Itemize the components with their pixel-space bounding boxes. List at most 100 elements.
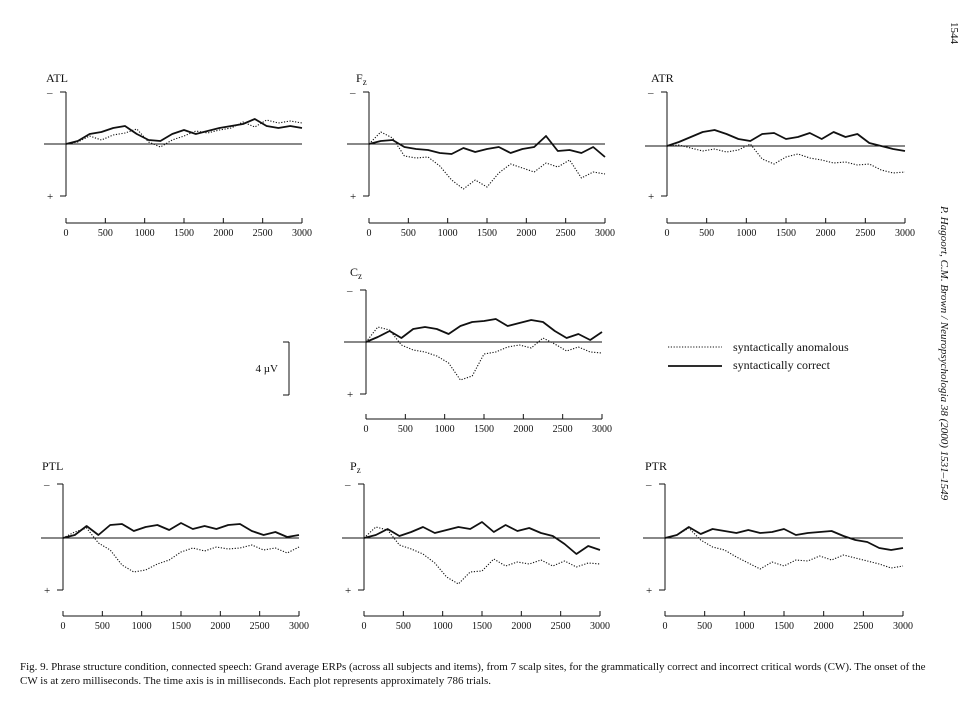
time-tick-label: 2000 — [213, 228, 233, 239]
time-tick-label: 500 — [98, 228, 113, 239]
series-line-anomalous — [363, 526, 601, 585]
time-tick-label: 1000 — [736, 228, 756, 239]
time-tick-label: 2000 — [511, 621, 531, 632]
time-tick-label: 0 — [665, 228, 670, 239]
time-tick-label: 2500 — [250, 621, 270, 632]
time-tick-label: 1000 — [435, 424, 455, 435]
time-tick-label: 2000 — [814, 621, 834, 632]
time-tick-label: 3000 — [289, 621, 309, 632]
time-tick-label: 500 — [697, 621, 712, 632]
time-tick-label: 1000 — [734, 621, 754, 632]
time-tick-label: 2500 — [253, 228, 273, 239]
time-tick-label: 0 — [64, 228, 69, 239]
series-line-correct — [368, 135, 606, 158]
time-tick-label: 500 — [401, 228, 416, 239]
time-tick-label: 1000 — [135, 228, 155, 239]
polarity-plus-label: + — [350, 191, 356, 203]
time-tick-label: 1500 — [477, 228, 497, 239]
series-line-anomalous — [666, 143, 906, 174]
time-tick-label: 1500 — [774, 621, 794, 632]
polarity-plus-label: + — [646, 585, 652, 597]
series-line-correct — [664, 526, 904, 551]
panel-title: PTL — [42, 459, 63, 473]
panel-title: ATR — [651, 71, 674, 85]
time-tick-label: 1000 — [132, 621, 152, 632]
polarity-plus-label: + — [44, 585, 50, 597]
scale-bar: 4 µV — [255, 341, 290, 396]
time-tick-label: 3000 — [895, 228, 915, 239]
figure-caption: Fig. 9. Phrase structure condition, conn… — [20, 661, 926, 687]
time-tick-label: 1000 — [438, 228, 458, 239]
polarity-minus-label: – — [645, 479, 652, 491]
time-tick-label: 3000 — [592, 424, 612, 435]
polarity-plus-label: + — [345, 585, 351, 597]
polarity-minus-label: – — [43, 479, 50, 491]
series-line-anomalous — [62, 527, 300, 573]
time-tick-label: 2500 — [553, 424, 573, 435]
time-tick-label: 1500 — [776, 228, 796, 239]
polarity-minus-label: – — [46, 87, 53, 99]
legend-label-anomalous: syntactically anomalous — [733, 340, 849, 354]
time-tick-label: 3000 — [292, 228, 312, 239]
scale-bar-label: 4 µV — [255, 363, 278, 375]
time-tick-label: 2500 — [551, 621, 571, 632]
series-line-anomalous — [365, 326, 603, 381]
time-tick-label: 2000 — [210, 621, 230, 632]
time-tick-label: 0 — [364, 424, 369, 435]
erp-panel-ptr: PTR – +0 500 1000 1500 2000 2500 3000 — [643, 459, 913, 632]
legend-label-correct: syntactically correct — [733, 358, 831, 372]
series-line-anomalous — [65, 119, 303, 148]
panel-title-subscript: z — [363, 77, 367, 87]
polarity-plus-label: + — [347, 389, 353, 401]
time-tick-label: 0 — [61, 621, 66, 632]
polarity-plus-label: + — [648, 191, 654, 203]
time-tick-label: 500 — [699, 228, 714, 239]
time-tick-label: 2000 — [513, 424, 533, 435]
polarity-minus-label: – — [349, 87, 356, 99]
polarity-minus-label: – — [344, 479, 351, 491]
series-line-correct — [666, 129, 906, 152]
panel-title-subscript: z — [357, 465, 361, 475]
panel-title-subscript: z — [358, 271, 362, 281]
time-tick-label: 2500 — [855, 228, 875, 239]
erp-panel-atr: ATR – +0 500 1000 1500 2000 2500 3000 — [645, 71, 915, 239]
time-tick-label: 500 — [398, 424, 413, 435]
panel-title: Fz — [356, 71, 367, 87]
polarity-minus-label: – — [647, 87, 654, 99]
panel-title: Pz — [350, 459, 361, 475]
time-tick-label: 500 — [95, 621, 110, 632]
time-tick-label: 2000 — [516, 228, 536, 239]
series-line-correct — [363, 521, 601, 555]
legend: syntactically anomalous syntactically cor… — [668, 340, 849, 372]
time-tick-label: 500 — [396, 621, 411, 632]
time-tick-label: 2500 — [853, 621, 873, 632]
series-line-correct — [62, 522, 300, 539]
time-tick-label: 3000 — [595, 228, 615, 239]
time-tick-label: 0 — [362, 621, 367, 632]
panel-title: PTR — [645, 459, 667, 473]
time-tick-label: 0 — [663, 621, 668, 632]
time-tick-label: 1500 — [171, 621, 191, 632]
polarity-minus-label: – — [346, 285, 353, 297]
series-line-correct — [65, 118, 303, 145]
series-line-anomalous — [368, 131, 606, 190]
erp-panel-atl: ATL – +0 500 1000 1500 2000 2500 3000 — [44, 71, 312, 239]
erp-panel-fz: Fz– +0 500 1000 1500 2000 2500 3000 — [347, 71, 615, 239]
time-tick-label: 1500 — [474, 424, 494, 435]
erp-panel-pz: Pz – +0 500 1000 1500 2000 2500 3000 — [342, 459, 610, 632]
page-number: 1544 — [948, 22, 960, 44]
time-tick-label: 3000 — [893, 621, 913, 632]
time-tick-label: 1500 — [174, 228, 194, 239]
time-tick-label: 2000 — [816, 228, 836, 239]
time-tick-label: 0 — [367, 228, 372, 239]
time-tick-label: 1500 — [472, 621, 492, 632]
time-tick-label: 1000 — [433, 621, 453, 632]
time-tick-label: 3000 — [590, 621, 610, 632]
series-line-correct — [365, 318, 603, 343]
erp-panel-ptl: PTL – +0 500 1000 1500 2000 2500 3000 — [41, 459, 309, 632]
panel-title: Cz — [350, 265, 362, 281]
running-head: P. Hagoort, C.M. Brown / Neuropsychologi… — [938, 206, 950, 501]
panel-title: ATL — [46, 71, 68, 85]
erp-panel-cz: Cz – +0 500 1000 1500 2000 2500 3000 — [344, 265, 612, 435]
